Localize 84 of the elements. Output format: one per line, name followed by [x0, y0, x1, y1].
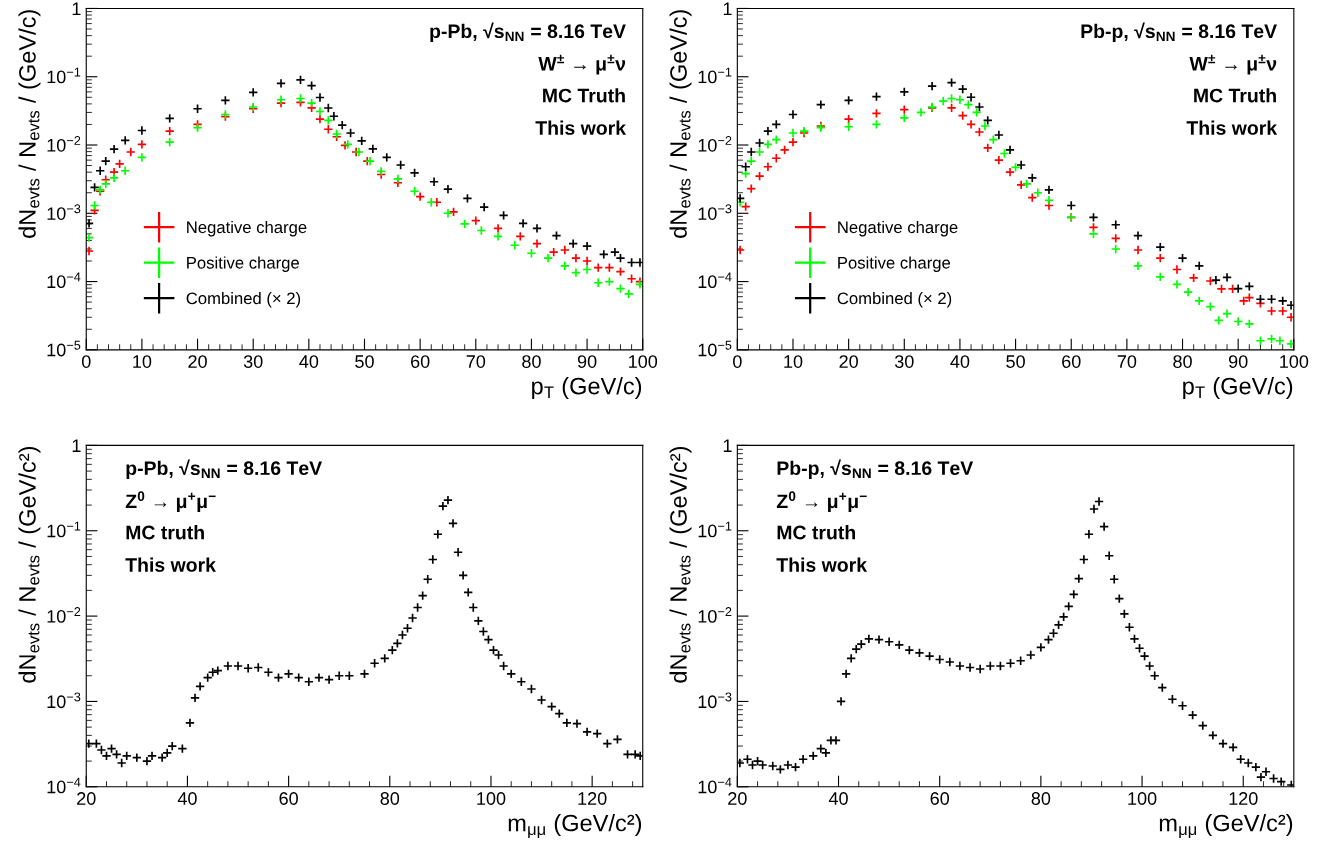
y-tick-label: 1	[72, 439, 81, 452]
legend-label: Negative charge	[187, 220, 307, 237]
y-tick-label: 10$^{−1}$	[698, 67, 732, 84]
x-tick-label: 40	[828, 792, 848, 805]
x-tick-label: 60	[1062, 355, 1081, 368]
y-tick-label: 1	[723, 2, 732, 15]
x-tick-label: 80	[522, 355, 541, 368]
y-axis-title: dN$_{evts}$ / N$_{evts}$ / (GeV/c)	[18, 10, 41, 238]
y-axis-title: dN$_{evts}$ / N$_{evts}$ / (GeV/c²)	[18, 447, 41, 683]
x-tick-label: 10	[133, 355, 152, 368]
annotation: MC Truth	[1194, 88, 1276, 103]
y-tick-label: 10$^{−2}$	[698, 607, 732, 623]
y-tick-label: 10$^{−2}$	[47, 136, 81, 152]
x-tick-label: 10	[784, 355, 803, 368]
x-tick-label: 60	[279, 792, 298, 805]
y-axis-title: dN$_{evts}$ / N$_{evts}$ / (GeV/c)	[669, 10, 692, 238]
legend-label: Positive charge	[187, 256, 299, 272]
x-tick-label: 120	[1229, 792, 1258, 805]
x-tick-label: 70	[1117, 355, 1137, 368]
x-tick-label: 50	[355, 355, 374, 368]
annotation: Z$^{0}$ → μ$^{+}$μ$^{−}$	[125, 491, 216, 512]
y-tick-label: 10$^{−4}$	[47, 272, 81, 289]
x-tick-label: 100	[477, 792, 506, 805]
x-tick-label: 70	[466, 355, 486, 368]
x-tick-label: 40	[299, 355, 319, 368]
x-tick-label: 20	[77, 792, 96, 805]
x-tick-label: 100	[1128, 792, 1157, 805]
x-tick-label: 50	[1006, 355, 1025, 368]
x-tick-label: 80	[1173, 355, 1192, 368]
y-tick-label: 10$^{−2}$	[698, 136, 732, 152]
x-tick-label: 20	[839, 355, 858, 368]
annotation: MC truth	[126, 525, 204, 540]
legend-label: Negative charge	[838, 220, 958, 237]
y-axis-title: dN$_{evts}$ / N$_{evts}$ / (GeV/c²)	[669, 447, 692, 683]
annotation: W$^{±}$ → μ$^{±}$ν	[538, 54, 626, 75]
x-axis-title: p$_{T}$ (GeV/c)	[1183, 377, 1293, 400]
y-tick-label: 10$^{−5}$	[698, 340, 732, 357]
x-tick-label: 0	[81, 355, 91, 368]
x-tick-label: 20	[728, 792, 747, 805]
x-tick-label: 60	[411, 355, 430, 368]
y-tick-label: 10$^{−3}$	[698, 204, 732, 220]
x-tick-label: 40	[177, 792, 197, 805]
x-tick-label: 30	[243, 355, 263, 368]
annotation: Pb-p, √s$_{NN}$ = 8.16 TeV	[777, 459, 974, 479]
annotation: Pb-p, √s$_{NN}$ = 8.16 TeV	[1081, 22, 1277, 42]
y-tick-label: 10$^{−3}$	[47, 204, 81, 220]
annotation: This work	[125, 557, 216, 572]
y-tick-label: 10$^{−4}$	[698, 272, 732, 289]
annotation: MC Truth	[543, 88, 625, 103]
y-tick-label: 10$^{−3}$	[698, 692, 732, 709]
legend-label: Combined (× 2)	[837, 291, 952, 308]
x-axis-title: m$_{μμ}$ (GeV/c²)	[1159, 814, 1293, 839]
annotation: p-Pb, √s$_{NN}$ = 8.16 TeV	[430, 22, 626, 42]
x-axis-title: m$_{μμ}$ (GeV/c²)	[508, 814, 642, 839]
annotation: This work	[776, 557, 868, 572]
x-tick-label: 40	[950, 355, 970, 368]
annotation: This work	[1186, 120, 1278, 135]
x-tick-label: 100	[629, 355, 658, 368]
annotation: W$^{±}$ → μ$^{±}$ν	[1189, 54, 1277, 75]
y-tick-label: 10$^{−1}$	[47, 67, 81, 84]
annotation: This work	[535, 120, 627, 135]
x-tick-label: 20	[188, 355, 207, 368]
x-tick-label: 0	[733, 355, 742, 368]
y-tick-label: 10$^{−1}$	[47, 521, 81, 538]
y-tick-label: 1	[723, 439, 732, 452]
annotation: Z$^{0}$ → μ$^{+}$μ$^{−}$	[776, 491, 867, 512]
y-tick-label: 10$^{−5}$	[47, 340, 81, 357]
y-tick-label: 10$^{−3}$	[47, 692, 81, 709]
y-tick-label: 10$^{−1}$	[698, 521, 732, 538]
x-tick-label: 80	[380, 792, 400, 805]
x-tick-label: 80	[1031, 792, 1051, 805]
y-tick-label: 10$^{−2}$	[47, 607, 81, 623]
x-tick-label: 90	[577, 355, 597, 368]
x-axis-title: p$_{T}$ (GeV/c)	[532, 377, 642, 400]
x-tick-label: 100	[1280, 355, 1309, 368]
x-tick-label: 90	[1228, 355, 1248, 368]
legend-label: Positive charge	[838, 256, 951, 272]
legend-label: Combined (× 2)	[186, 291, 301, 308]
x-tick-label: 30	[894, 355, 914, 368]
annotation: p-Pb, √s$_{NN}$ = 8.16 TeV	[126, 459, 322, 479]
x-tick-label: 60	[930, 792, 950, 805]
x-tick-label: 120	[578, 792, 607, 805]
y-tick-label: 1	[72, 2, 81, 15]
annotation: MC truth	[777, 525, 855, 540]
